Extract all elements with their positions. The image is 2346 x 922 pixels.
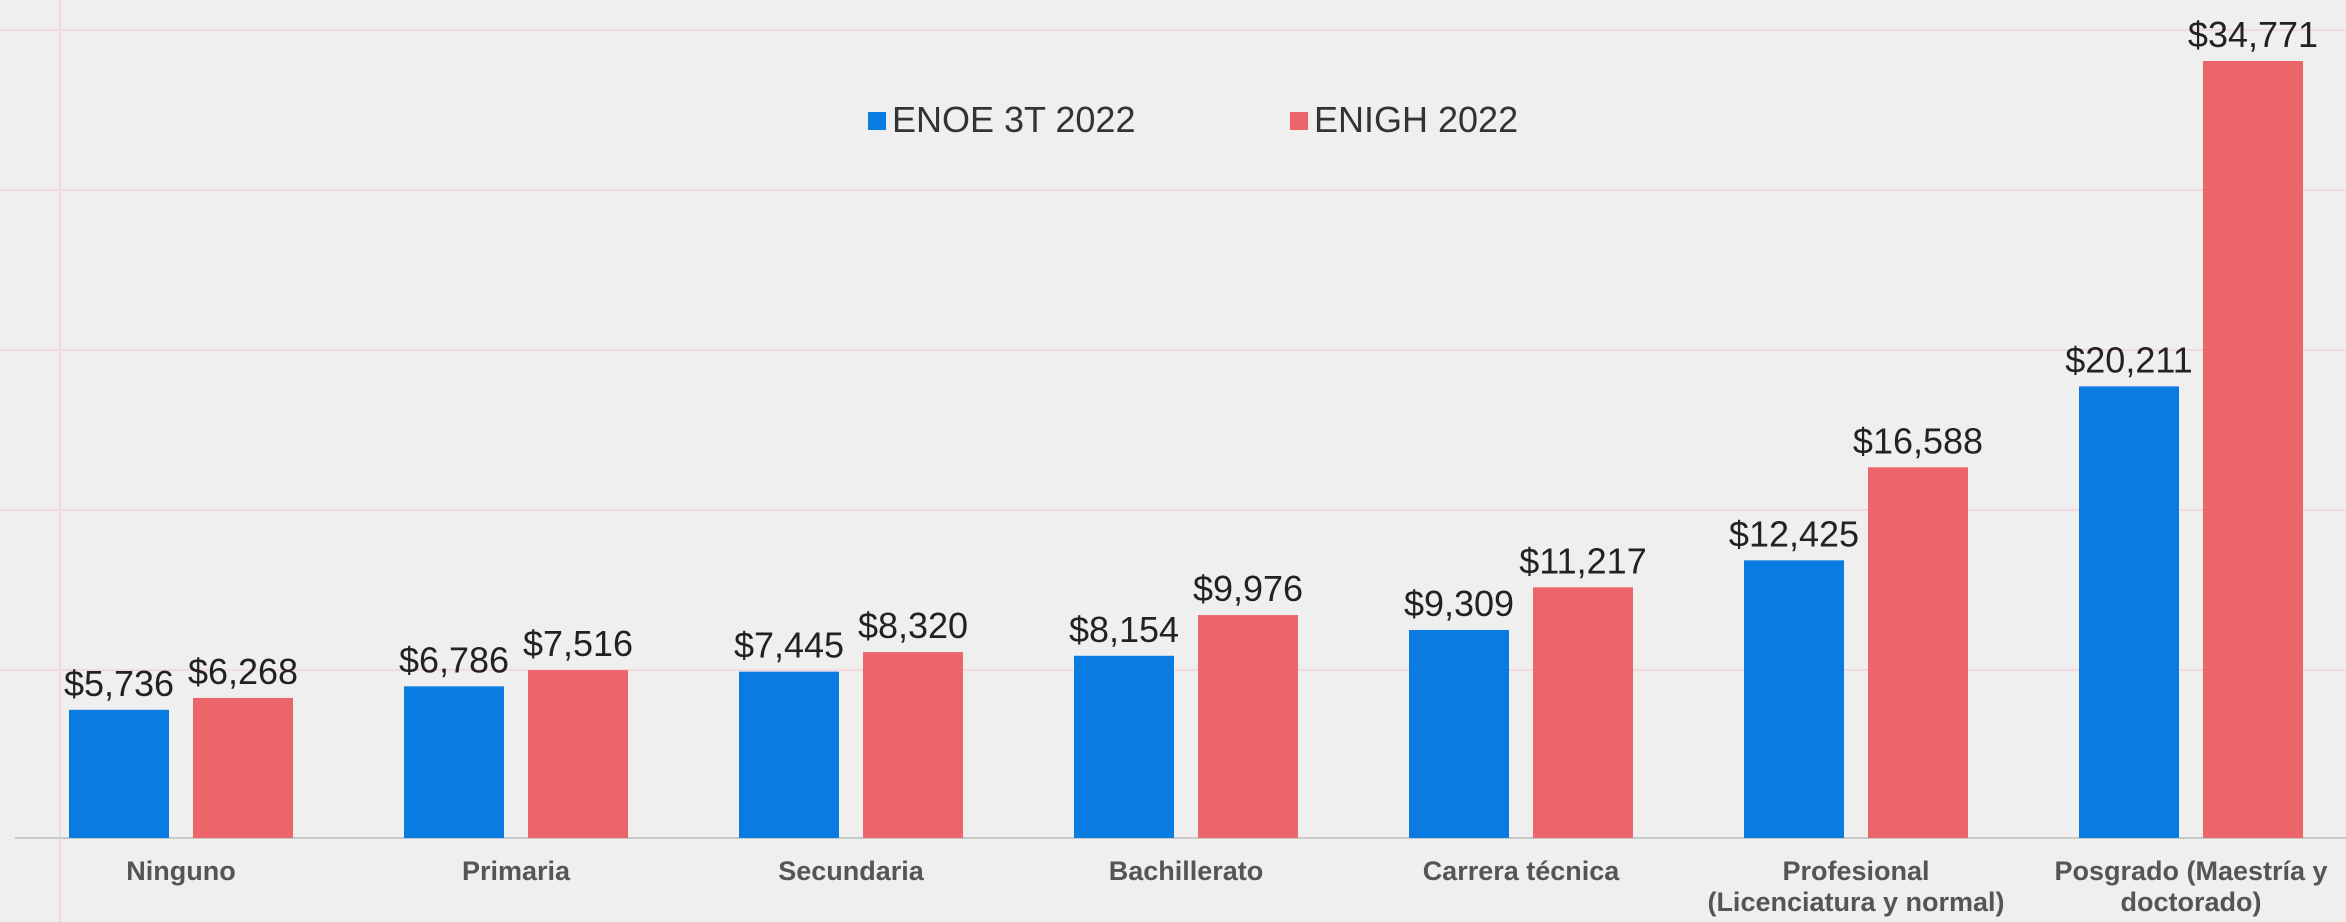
bar — [528, 670, 628, 838]
bar — [1074, 655, 1174, 838]
bar — [69, 709, 169, 838]
legend-marker — [868, 112, 886, 130]
value-label: $11,217 — [1519, 540, 1646, 581]
x-tick-label: Posgrado (Maestría y doctorado) — [2054, 856, 2328, 917]
x-tick-label: Bachillerato — [1108, 856, 1264, 886]
x-tick-label: Ninguno — [126, 856, 236, 886]
x-tick-label: Primaria — [461, 856, 571, 886]
bar — [1744, 560, 1844, 838]
bar — [1533, 587, 1633, 838]
bar — [1409, 629, 1509, 838]
bar — [193, 697, 293, 838]
value-label: $20,211 — [2065, 339, 2192, 380]
bar — [863, 652, 963, 838]
bar — [1198, 615, 1298, 838]
bar — [1868, 467, 1968, 838]
value-label: $8,320 — [858, 605, 968, 646]
legend-label: ENOE 3T 2022 — [892, 99, 1135, 140]
bar — [2203, 61, 2303, 838]
value-label: $9,976 — [1193, 568, 1303, 609]
legend-marker — [1290, 112, 1308, 130]
x-tick-label: Secundaria — [778, 856, 924, 886]
value-label: $7,445 — [734, 625, 844, 666]
legend-label: ENIGH 2022 — [1314, 99, 1518, 140]
value-label: $16,588 — [1853, 420, 1983, 461]
x-tick-label: Profesional (Licenciatura y normal) — [1707, 856, 2005, 917]
value-label: $34,771 — [2188, 14, 2318, 55]
x-tick-label: Carrera técnica — [1422, 856, 1620, 886]
bar — [739, 671, 839, 838]
bar — [2079, 386, 2179, 838]
value-label: $5,736 — [64, 663, 174, 704]
bar — [404, 686, 504, 838]
value-label: $12,425 — [1729, 513, 1859, 554]
value-label: $9,309 — [1404, 583, 1514, 624]
value-label: $6,268 — [188, 651, 298, 692]
value-label: $8,154 — [1069, 609, 1179, 650]
value-label: $6,786 — [399, 639, 509, 680]
value-label: $7,516 — [523, 623, 633, 664]
